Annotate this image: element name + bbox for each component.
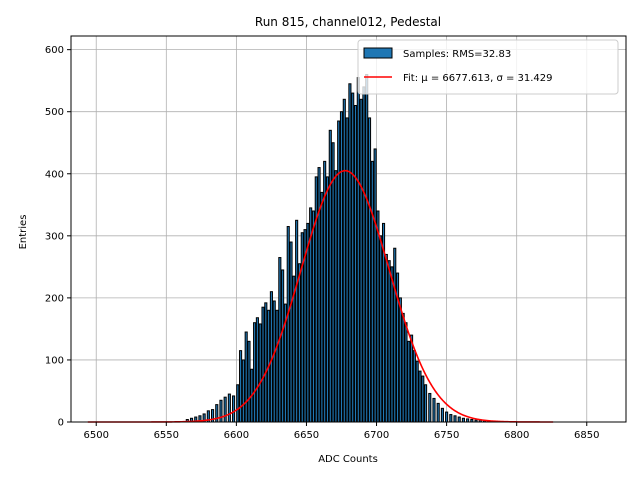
histogram-bar — [325, 176, 330, 423]
histogram-bar — [342, 98, 346, 423]
legend: Samples: RMS=32.83 Fit: μ = 6677.613, σ … — [357, 39, 619, 95]
histogram-bar — [410, 334, 414, 423]
y-axis-ticks: 0 100 200 300 400 500 600 — [45, 45, 71, 429]
histogram-bar — [223, 396, 227, 423]
histogram-bar — [428, 392, 432, 423]
x-tick-label: 6550 — [154, 430, 179, 441]
histogram-bar — [393, 247, 397, 423]
histogram-bar — [331, 142, 335, 423]
histogram-bar — [424, 384, 428, 423]
histogram-bar — [362, 86, 366, 423]
histogram-bar — [255, 317, 259, 423]
histogram-bar — [247, 340, 251, 423]
histogram-bar — [339, 111, 344, 423]
histogram-bar — [415, 360, 419, 423]
histogram-bar — [241, 359, 245, 423]
histogram-bar — [365, 73, 369, 423]
histogram-bar — [261, 306, 265, 423]
histogram-bar — [404, 322, 408, 423]
histogram-bar — [244, 331, 248, 423]
histogram-bar — [351, 92, 355, 423]
histogram-bar — [253, 322, 257, 423]
histogram-bar — [337, 120, 341, 423]
histogram-bar — [379, 235, 383, 423]
histogram-bar — [275, 309, 279, 423]
histogram-bar — [232, 395, 236, 423]
legend-swatch-samples — [363, 47, 393, 59]
y-tick-label: 500 — [45, 107, 64, 118]
histogram-bar — [348, 83, 352, 423]
histogram-bar — [436, 402, 440, 423]
histogram-bar — [370, 160, 374, 423]
histogram-bar — [418, 370, 422, 423]
x-tick-label: 6650 — [294, 430, 319, 441]
histogram-bar — [359, 98, 363, 423]
histogram-bar — [407, 340, 411, 423]
histogram-bar — [306, 222, 310, 423]
axes-frame — [70, 35, 627, 423]
histogram-bar — [453, 415, 457, 423]
histogram-bar — [376, 210, 380, 423]
histogram-bar — [264, 302, 268, 423]
x-axis-label: ADC Counts — [318, 454, 378, 465]
histogram-bar — [281, 269, 285, 423]
x-tick-label: 6600 — [224, 430, 249, 441]
x-axis-ticks: 6500 6550 6600 6650 6700 6750 6800 6850 — [84, 422, 599, 441]
y-tick-label: 300 — [45, 231, 64, 242]
histogram-bar — [317, 167, 321, 423]
chart-title: Run 815, channel012, Pedestal — [255, 15, 441, 29]
x-tick-label: 6700 — [364, 430, 389, 441]
x-tick-label: 6850 — [574, 430, 599, 441]
plot-frame — [70, 35, 627, 423]
x-tick-label: 6500 — [84, 430, 109, 441]
legend-label-samples: Samples: RMS=32.83 — [403, 49, 511, 60]
histogram-bar — [390, 266, 394, 423]
legend-box — [357, 39, 619, 95]
histogram-bar — [239, 350, 243, 423]
histogram-bar — [387, 260, 391, 423]
y-tick-label: 100 — [45, 355, 64, 366]
histogram-bar — [323, 160, 327, 423]
histogram-bar — [314, 176, 318, 423]
histogram-bar — [320, 191, 324, 423]
histogram-bar — [311, 210, 316, 423]
histogram-bar — [227, 393, 231, 423]
y-tick-label: 600 — [45, 45, 64, 56]
x-tick-label: 6800 — [504, 430, 529, 441]
histogram-bar — [445, 411, 449, 423]
histogram-bar — [295, 219, 299, 423]
histogram-bar — [421, 375, 425, 423]
histogram-bar — [289, 241, 293, 423]
legend-label-fit: Fit: μ = 6677.613, σ = 31.429 — [403, 73, 553, 84]
x-tick-label: 6750 — [434, 430, 459, 441]
y-tick-label: 400 — [45, 169, 64, 180]
histogram-bar — [384, 253, 388, 423]
histogram-bar — [412, 350, 416, 423]
histogram-bar — [286, 226, 290, 423]
histogram-bar — [457, 416, 461, 423]
histogram-bar — [373, 148, 377, 423]
histogram-bar — [345, 117, 349, 423]
histogram-bar — [334, 170, 338, 423]
y-tick-label: 200 — [45, 293, 64, 304]
histogram-bar — [258, 323, 262, 423]
histogram-bar — [461, 417, 465, 423]
y-tick-label: 0 — [58, 418, 64, 429]
histogram-bar — [356, 77, 360, 423]
histogram-bar — [367, 117, 372, 423]
histogram-bar — [272, 300, 276, 423]
histogram-bar — [401, 312, 405, 423]
histogram-bar — [440, 407, 444, 423]
histogram-bar — [297, 263, 301, 423]
y-axis-label: Entries — [18, 215, 29, 250]
histogram-bar — [219, 399, 223, 423]
histogram-bar — [449, 414, 453, 423]
histogram-bar — [353, 105, 358, 423]
histogram-bar — [328, 129, 332, 423]
histogram-bar — [398, 297, 402, 423]
histogram-bar — [236, 384, 240, 423]
histogram-bar — [432, 397, 436, 423]
